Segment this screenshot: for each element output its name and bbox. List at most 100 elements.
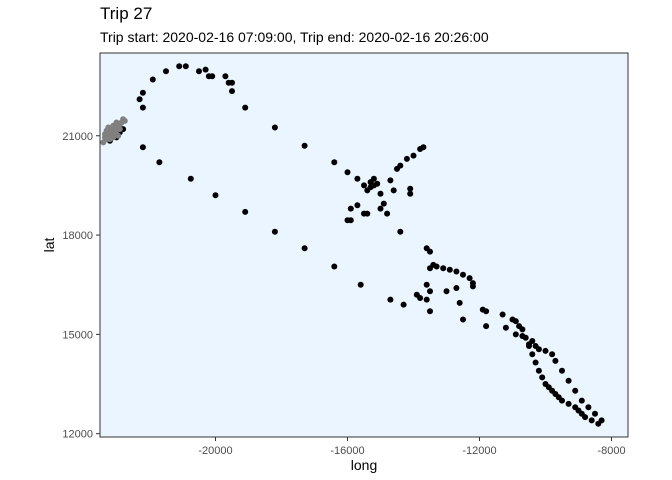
x-tick-label: -8000 [597, 445, 625, 457]
data-point [549, 351, 556, 358]
data-point [354, 202, 361, 209]
data-point [403, 155, 410, 162]
data-point [535, 346, 542, 353]
data-point [115, 132, 122, 139]
data-point [361, 182, 367, 189]
data-point [526, 343, 532, 349]
data-point [380, 200, 387, 207]
data-point [559, 367, 565, 374]
data-point [111, 122, 118, 129]
data-point [519, 326, 526, 333]
data-point [565, 377, 572, 384]
data-point [407, 190, 414, 197]
data-point [582, 414, 589, 421]
y-tick-label: 12000 [62, 429, 93, 441]
data-point [357, 281, 364, 288]
data-point [370, 175, 377, 182]
data-point [229, 79, 235, 86]
data-point [578, 397, 585, 404]
x-tick-label: -12000 [462, 445, 496, 457]
data-point [423, 296, 430, 303]
data-point [242, 104, 249, 111]
data-point [453, 285, 460, 291]
data-point [139, 104, 146, 111]
data-point [271, 228, 278, 235]
data-point [423, 281, 430, 288]
data-point [176, 63, 183, 70]
data-point [163, 68, 169, 75]
data-point [410, 152, 417, 159]
x-axis: -20000 -16000 -12000 -8000 [198, 437, 626, 457]
data-point [512, 318, 519, 325]
data-point [400, 301, 407, 308]
data-point [407, 185, 414, 192]
data-point [301, 245, 308, 252]
data-point [532, 359, 539, 366]
data-point [453, 268, 460, 275]
data-point [121, 117, 128, 124]
data-point [483, 308, 490, 315]
x-tick-label: -20000 [198, 445, 232, 457]
y-axis-title: lat [41, 238, 57, 253]
data-point [460, 316, 466, 323]
data-point [374, 180, 381, 187]
data-point [182, 63, 189, 70]
data-point [446, 266, 453, 273]
y-tick-label: 18000 [62, 230, 93, 242]
data-point [572, 387, 579, 394]
data-point [433, 263, 440, 270]
data-point [427, 248, 433, 255]
data-point [301, 142, 308, 149]
x-tick-label: -16000 [330, 445, 364, 457]
data-point [397, 162, 404, 169]
data-point [502, 324, 509, 331]
data-point [347, 205, 354, 212]
data-point [331, 263, 338, 270]
plot-panel-border [99, 52, 629, 438]
data-point [559, 397, 565, 404]
data-point [377, 190, 384, 197]
series-0 [106, 63, 605, 427]
y-tick-label: 15000 [62, 329, 93, 341]
data-point [483, 323, 490, 330]
data-point [552, 357, 559, 364]
data-point [443, 288, 450, 295]
data-point [271, 124, 278, 131]
data-point [187, 175, 194, 182]
data-point [427, 308, 433, 315]
x-axis-title: long [351, 457, 377, 473]
data-point [397, 228, 404, 235]
data-point [139, 89, 146, 96]
data-point [535, 367, 542, 374]
data-point [598, 417, 605, 424]
data-point [242, 208, 249, 215]
data-point [512, 331, 519, 338]
data-point [420, 144, 427, 151]
data-point [427, 288, 433, 295]
data-point [212, 192, 219, 199]
data-point [529, 338, 536, 344]
data-point [209, 73, 216, 80]
data-point [417, 295, 424, 301]
data-point [539, 374, 546, 381]
data-point [377, 205, 384, 212]
data-point [331, 159, 338, 166]
data-point [387, 296, 394, 303]
data-point [354, 175, 361, 182]
data-point [585, 404, 592, 411]
data-point [139, 144, 146, 151]
data-point [202, 66, 209, 73]
data-point [156, 159, 163, 166]
data-point [390, 187, 397, 194]
data-point [136, 96, 143, 103]
series-1 [100, 116, 128, 146]
data-point [102, 134, 108, 141]
data-point [108, 131, 115, 138]
data-point [149, 76, 156, 83]
data-point [542, 347, 549, 354]
data-point [105, 124, 112, 131]
data-point [469, 283, 476, 290]
data-point [106, 136, 113, 143]
data-point [460, 271, 466, 278]
data-point [364, 210, 371, 217]
